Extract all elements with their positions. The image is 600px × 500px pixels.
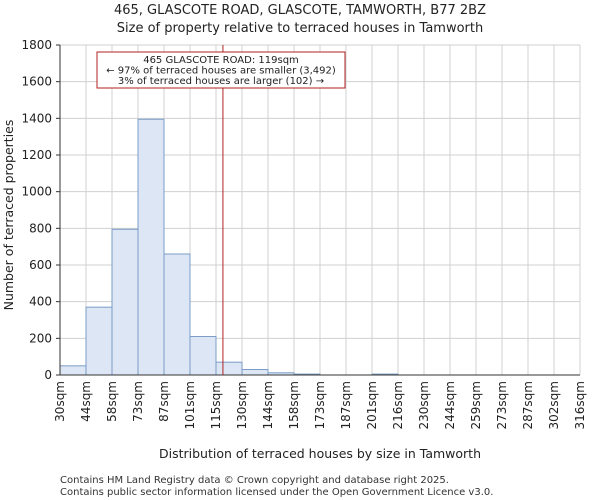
y-tick-0: 0 <box>44 368 52 382</box>
x-tick-187sqm: 187sqm <box>339 381 353 429</box>
y-tick-200: 200 <box>29 331 52 345</box>
x-tick-244sqm: 244sqm <box>443 381 457 429</box>
x-tick-44sqm: 44sqm <box>79 381 93 422</box>
bar-130sqm <box>241 369 269 376</box>
y-tick-1800: 1800 <box>21 38 52 52</box>
x-axis-label: Distribution of terraced houses by size … <box>159 446 481 461</box>
bar-30sqm <box>59 365 87 376</box>
x-tick-316sqm: 316sqm <box>573 381 587 429</box>
chart-title: 465, GLASCOTE ROAD, GLASCOTE, TAMWORTH, … <box>114 3 486 18</box>
y-tick-400: 400 <box>29 295 52 309</box>
x-tick-87sqm: 87sqm <box>157 381 171 422</box>
bar-87sqm <box>163 253 191 376</box>
x-tick-173sqm: 173sqm <box>313 381 327 429</box>
bar-73sqm <box>137 118 165 376</box>
x-tick-30sqm: 30sqm <box>53 381 67 422</box>
annotation-line-2: ← 97% of terraced houses are smaller (3,… <box>106 66 336 77</box>
annotation-line-1: 465 GLASCOTE ROAD: 119sqm <box>143 55 299 66</box>
chart-subtitle: Size of property relative to terraced ho… <box>117 21 483 36</box>
x-tick-144sqm: 144sqm <box>261 381 275 429</box>
x-tick-115sqm: 115sqm <box>209 381 223 429</box>
x-tick-259sqm: 259sqm <box>469 381 483 429</box>
y-tick-1000: 1000 <box>21 185 52 199</box>
x-tick-130sqm: 130sqm <box>235 381 249 429</box>
y-tick-labels: 0 200 400 600 800 1000 1200 1400 1600 1800 <box>21 38 60 382</box>
x-tick-58sqm: 58sqm <box>105 381 119 422</box>
footer-line-2: Contains public sector information licen… <box>60 487 493 498</box>
y-tick-800: 800 <box>29 221 52 235</box>
bar-58sqm <box>111 228 139 376</box>
annotation-box <box>96 51 346 89</box>
bar-101sqm <box>189 336 217 376</box>
y-tick-600: 600 <box>29 258 52 272</box>
x-tick-216sqm: 216sqm <box>391 381 405 429</box>
bar-115sqm <box>215 361 243 376</box>
x-tick-302sqm: 302sqm <box>547 381 561 429</box>
x-tick-201sqm: 201sqm <box>365 381 379 429</box>
x-tick-230sqm: 230sqm <box>417 381 431 429</box>
x-tick-labels: 30sqm 44sqm 58sqm 73sqm 87sqm 101sqm 115sqm 130… <box>53 381 587 429</box>
y-tick-1400: 1400 <box>21 111 52 125</box>
y-tick-1200: 1200 <box>21 148 52 162</box>
axes <box>59 45 580 376</box>
bar-44sqm <box>85 306 113 376</box>
bars <box>59 118 399 376</box>
x-tick-73sqm: 73sqm <box>131 381 145 422</box>
x-tick-158sqm: 158sqm <box>287 381 301 429</box>
y-axis-label: Number of terraced properties <box>1 120 16 311</box>
x-tick-287sqm: 287sqm <box>521 381 535 429</box>
y-tick-1600: 1600 <box>21 75 52 89</box>
x-tick-273sqm: 273sqm <box>495 381 509 429</box>
annotation-line-3: 3% of terraced houses are larger (102) → <box>118 76 324 87</box>
footer-line-1: Contains HM Land Registry data © Crown c… <box>60 475 449 486</box>
x-tick-101sqm: 101sqm <box>183 381 197 429</box>
